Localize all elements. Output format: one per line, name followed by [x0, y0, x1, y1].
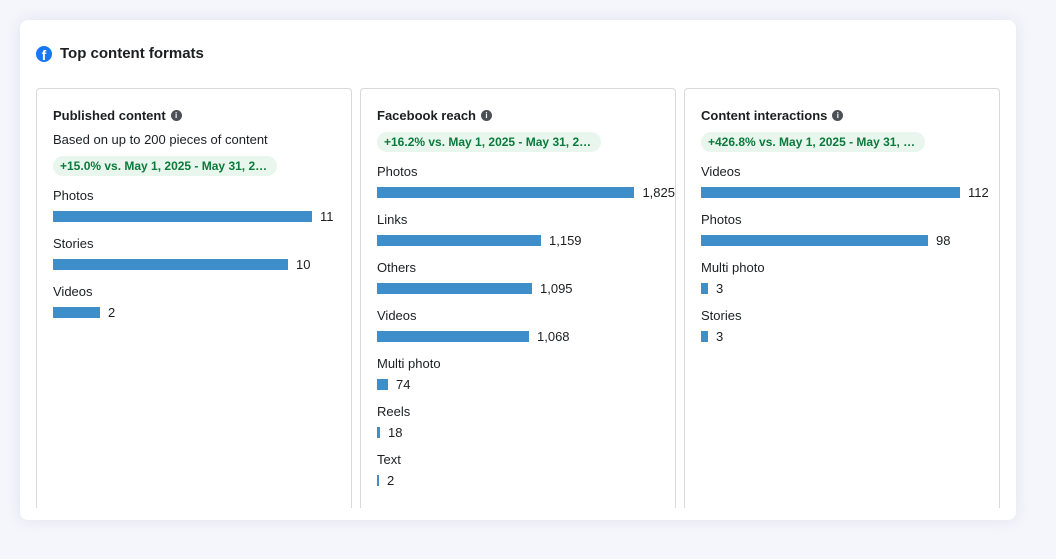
bar-row: Stories 10: [53, 236, 351, 284]
bar-row: Videos 112: [701, 164, 999, 212]
info-icon[interactable]: i: [481, 110, 492, 121]
bar-value: 18: [388, 424, 403, 440]
bar-row: Multi photo 3: [701, 260, 999, 308]
comparison-badge: +15.0% vs. May 1, 2025 - May 31, 2025: [53, 156, 277, 176]
bar-label: Photos: [377, 164, 418, 179]
panel-title: Facebook reach i: [377, 107, 675, 124]
bar: [53, 258, 288, 270]
panel-title-text: Published content: [53, 108, 166, 123]
bar-label: Stories: [701, 308, 742, 323]
bar: [377, 330, 529, 342]
bar-label: Multi photo: [701, 260, 765, 275]
comparison-badge: +426.8% vs. May 1, 2025 - May 31, 20...: [701, 132, 925, 152]
panel-subtitle: Based on up to 200 pieces of content: [53, 132, 268, 147]
bar: [377, 234, 541, 246]
bar-label: Stories: [53, 236, 94, 251]
bar-line: 2: [377, 472, 675, 488]
bar-line: 112: [701, 184, 999, 200]
bar-line: 1,825: [377, 184, 675, 200]
panel-title: Published content i: [53, 107, 351, 124]
panel-title: Content interactions i: [701, 107, 999, 124]
bar-row: Reels 18: [377, 404, 675, 452]
bar-rows: Photos 1,825 Links 1,159 Others 1,095 Videos 1,…: [377, 164, 675, 500]
bar-value: 3: [716, 328, 724, 344]
bar-value: 10: [296, 256, 311, 272]
bar-row: Multi photo 74: [377, 356, 675, 404]
bar: [377, 282, 532, 294]
bar-value: 112: [968, 184, 989, 200]
bar-line: 11: [53, 208, 351, 224]
facebook-icon: f: [36, 45, 52, 62]
bar-value: 11: [320, 208, 334, 224]
bar-label: Multi photo: [377, 356, 441, 371]
panel-title-text: Facebook reach: [377, 108, 476, 123]
panel-facebook-reach: Facebook reach i +16.2% vs. May 1, 2025 …: [360, 88, 676, 508]
bar-line: 3: [701, 328, 999, 344]
bar-line: 1,159: [377, 232, 675, 248]
bar-label: Photos: [53, 188, 94, 203]
bar: [377, 378, 388, 390]
bar-label: Reels: [377, 404, 411, 419]
bar: [701, 186, 960, 198]
bar-row: Links 1,159: [377, 212, 675, 260]
bar: [701, 330, 708, 342]
bar: [377, 474, 379, 486]
bar-line: 2: [53, 304, 351, 320]
panel-content-interactions: Content interactions i +426.8% vs. May 1…: [684, 88, 1000, 508]
panel-title-text: Content interactions: [701, 108, 828, 123]
bar-row: Others 1,095: [377, 260, 675, 308]
bar-label: Videos: [53, 284, 93, 299]
bar-value: 3: [716, 280, 724, 296]
comparison-badge: +16.2% vs. May 1, 2025 - May 31, 2025: [377, 132, 601, 152]
bar-rows: Videos 112 Photos 98 Multi photo 3 Stories 3: [701, 164, 999, 356]
bar-row: Videos 2: [53, 284, 351, 332]
bar: [377, 186, 635, 198]
bar-value: 74: [396, 376, 411, 392]
bar-line: 18: [377, 424, 675, 440]
bar-line: 74: [377, 376, 675, 392]
panel-published-content: Published content i Based on up to 200 p…: [36, 88, 352, 508]
bar: [701, 234, 928, 246]
bar-line: 1,095: [377, 280, 675, 296]
top-content-formats-card: f Top content formats Published content …: [20, 20, 1016, 520]
bar-row: Photos 11: [53, 188, 351, 236]
bar-label: Videos: [377, 308, 417, 323]
bar: [53, 210, 312, 222]
bar-row: Videos 1,068: [377, 308, 675, 356]
bar-value: 98: [936, 232, 951, 248]
bar-row: Stories 3: [701, 308, 999, 356]
info-icon[interactable]: i: [170, 110, 182, 121]
bar-line: 98: [701, 232, 999, 248]
bar-row: Photos 1,825: [377, 164, 675, 212]
bar-value: 1,825: [642, 184, 675, 200]
bar: [53, 306, 100, 318]
bar-line: 10: [53, 256, 351, 272]
bar-value: 1,159: [549, 232, 582, 248]
bar-label: Links: [377, 212, 408, 227]
bar-value: 2: [108, 304, 116, 320]
bar-value: 2: [387, 472, 395, 488]
info-icon[interactable]: i: [832, 110, 844, 121]
bar-line: 3: [701, 280, 999, 296]
bar-label: Others: [377, 260, 417, 275]
bar-label: Text: [377, 452, 401, 467]
bar-row: Text 2: [377, 452, 675, 500]
bar-label: Videos: [701, 164, 741, 179]
card-header: f Top content formats: [36, 45, 204, 62]
bar: [701, 282, 708, 294]
bar-value: 1,068: [537, 328, 570, 344]
bar-label: Photos: [701, 212, 742, 227]
bar-row: Photos 98: [701, 212, 999, 260]
bar-line: 1,068: [377, 328, 675, 344]
bar-value: 1,095: [540, 280, 573, 296]
card-title: Top content formats: [60, 45, 204, 62]
bar: [377, 426, 380, 438]
bar-rows: Photos 11 Stories 10 Videos 2: [53, 188, 351, 332]
